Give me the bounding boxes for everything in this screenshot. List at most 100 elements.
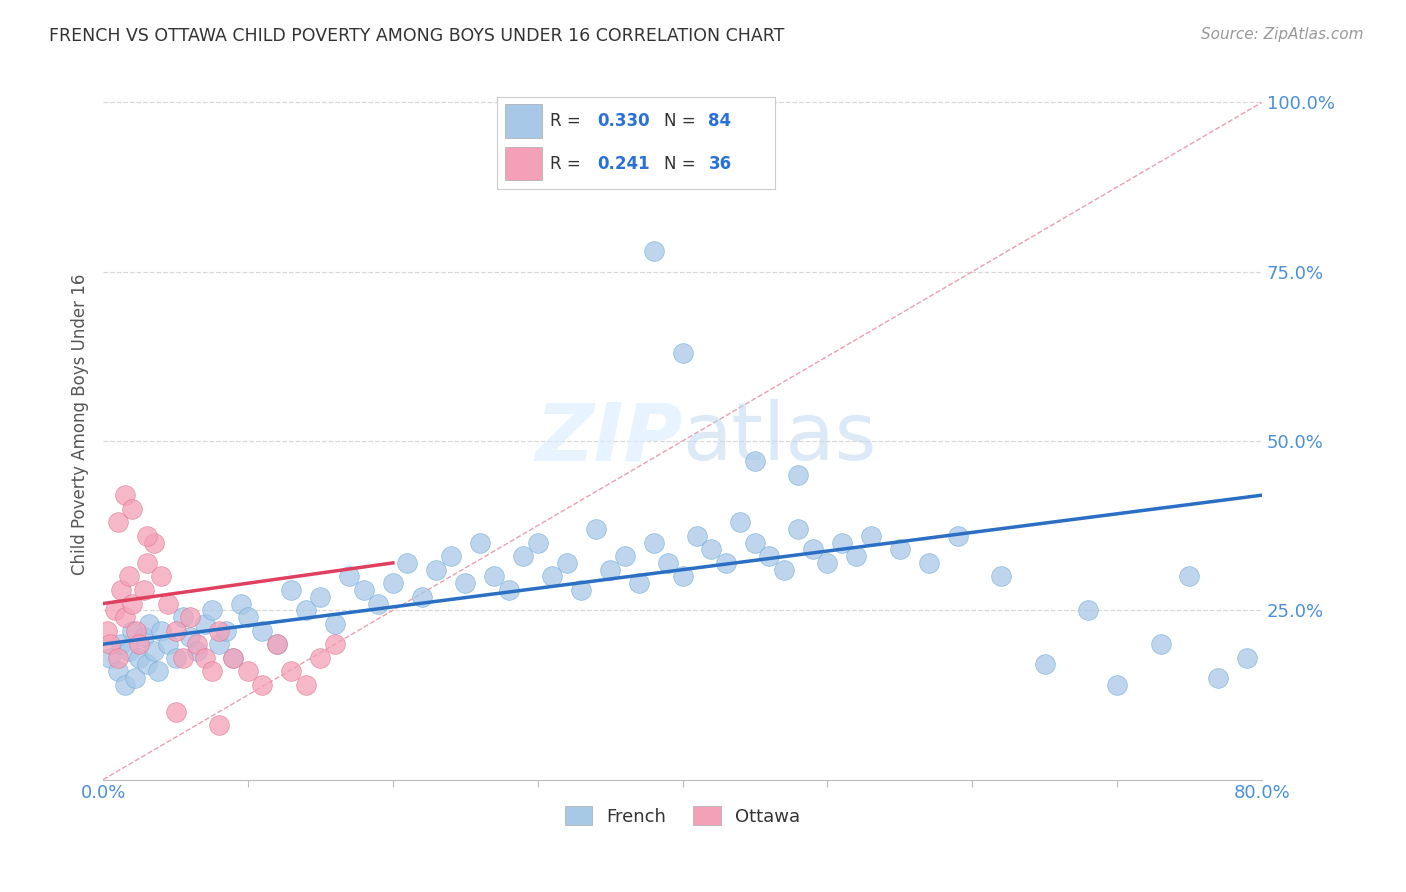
Point — [165, 624, 187, 638]
Point — [110, 637, 132, 651]
Point — [555, 556, 578, 570]
Point — [990, 569, 1012, 583]
Point — [236, 610, 259, 624]
Point — [512, 549, 534, 563]
Text: ZIP: ZIP — [536, 400, 682, 477]
Point — [1105, 678, 1128, 692]
Point — [186, 644, 208, 658]
Point — [1178, 569, 1201, 583]
Point — [208, 637, 231, 651]
Point — [128, 637, 150, 651]
Point — [686, 529, 709, 543]
Point — [138, 616, 160, 631]
Point — [222, 650, 245, 665]
Point — [801, 542, 824, 557]
Point — [110, 582, 132, 597]
Point — [121, 501, 143, 516]
Point — [125, 624, 148, 638]
Point — [1077, 603, 1099, 617]
Point — [946, 529, 969, 543]
Point — [107, 515, 129, 529]
Point — [613, 549, 636, 563]
Point — [114, 488, 136, 502]
Point — [815, 556, 838, 570]
Point — [172, 650, 194, 665]
Point — [118, 569, 141, 583]
Point — [135, 657, 157, 672]
Text: FRENCH VS OTTAWA CHILD POVERTY AMONG BOYS UNDER 16 CORRELATION CHART: FRENCH VS OTTAWA CHILD POVERTY AMONG BOY… — [49, 27, 785, 45]
Point — [193, 616, 215, 631]
Text: atlas: atlas — [682, 400, 877, 477]
Point — [107, 650, 129, 665]
Legend: French, Ottawa: French, Ottawa — [555, 797, 808, 835]
Point — [193, 650, 215, 665]
Point — [889, 542, 911, 557]
Point — [157, 637, 180, 651]
Point — [146, 665, 169, 679]
Point — [671, 569, 693, 583]
Point — [114, 678, 136, 692]
Point — [454, 576, 477, 591]
Point — [468, 535, 491, 549]
Point — [657, 556, 679, 570]
Point — [280, 582, 302, 597]
Point — [440, 549, 463, 563]
Point — [758, 549, 780, 563]
Point — [252, 624, 274, 638]
Point — [201, 665, 224, 679]
Point — [411, 590, 433, 604]
Point — [150, 624, 173, 638]
Point — [124, 671, 146, 685]
Point — [295, 603, 318, 617]
Point — [201, 603, 224, 617]
Point — [104, 603, 127, 617]
Y-axis label: Child Poverty Among Boys Under 16: Child Poverty Among Boys Under 16 — [72, 273, 89, 574]
Point — [628, 576, 651, 591]
Point — [172, 610, 194, 624]
Point — [142, 644, 165, 658]
Point — [142, 535, 165, 549]
Point — [96, 624, 118, 638]
Point — [157, 597, 180, 611]
Point — [498, 582, 520, 597]
Point — [773, 563, 796, 577]
Point — [569, 582, 592, 597]
Point — [1033, 657, 1056, 672]
Point — [121, 597, 143, 611]
Point — [114, 610, 136, 624]
Point — [714, 556, 737, 570]
Point — [222, 650, 245, 665]
Point — [309, 650, 332, 665]
Point — [700, 542, 723, 557]
Point — [787, 522, 810, 536]
Point — [730, 515, 752, 529]
Point — [236, 665, 259, 679]
Point — [132, 631, 155, 645]
Point — [280, 665, 302, 679]
Point — [396, 556, 419, 570]
Point — [643, 244, 665, 259]
Point — [165, 650, 187, 665]
Point — [671, 346, 693, 360]
Point — [484, 569, 506, 583]
Point — [165, 705, 187, 719]
Point — [150, 569, 173, 583]
Point — [541, 569, 564, 583]
Point — [266, 637, 288, 651]
Point — [229, 597, 252, 611]
Point — [118, 644, 141, 658]
Point — [179, 610, 201, 624]
Point — [323, 616, 346, 631]
Point — [859, 529, 882, 543]
Point — [100, 637, 122, 651]
Point — [381, 576, 404, 591]
Point — [295, 678, 318, 692]
Point — [585, 522, 607, 536]
Point — [132, 582, 155, 597]
Point — [309, 590, 332, 604]
Point — [135, 529, 157, 543]
Point — [266, 637, 288, 651]
Point — [787, 467, 810, 482]
Point — [845, 549, 868, 563]
Point — [643, 535, 665, 549]
